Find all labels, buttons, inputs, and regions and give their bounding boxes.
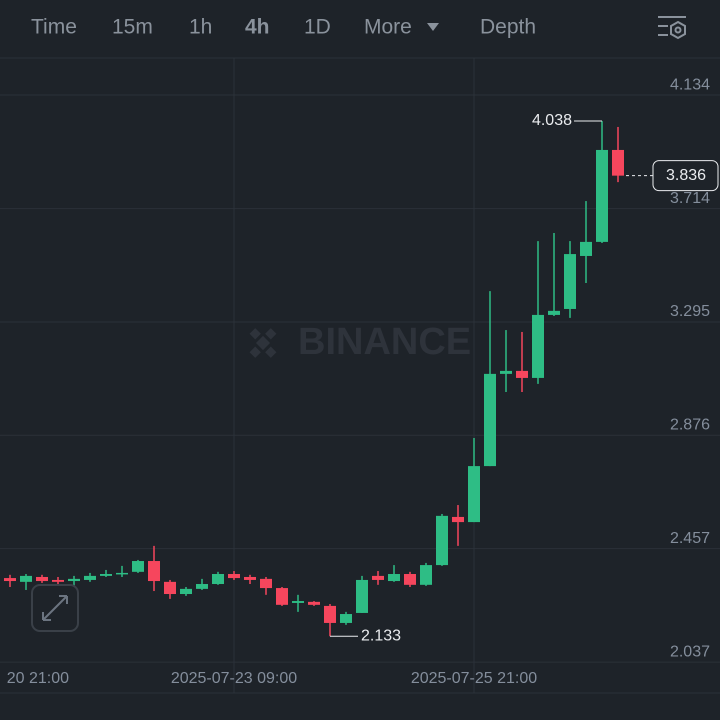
toolbar: Time 15m 1h 4h 1D More Depth bbox=[31, 16, 536, 39]
candle-body bbox=[596, 149, 608, 242]
x-tick-label: 2025-07-25 21:00 bbox=[411, 670, 537, 687]
candle-body bbox=[116, 572, 128, 575]
y-tick-label: 2.876 bbox=[670, 416, 710, 433]
toolbar-item[interactable]: 15m bbox=[112, 16, 153, 39]
high-label: 4.038 bbox=[532, 112, 572, 129]
candle-body bbox=[100, 574, 112, 576]
x-tick-label: 20 21:00 bbox=[7, 670, 69, 687]
candle-body bbox=[564, 254, 576, 309]
y-tick-label: 3.714 bbox=[670, 190, 710, 207]
candle-body bbox=[180, 588, 192, 595]
candle-body bbox=[196, 584, 208, 589]
last-price-tag bbox=[652, 160, 719, 192]
candle-body bbox=[484, 373, 496, 467]
candle-body bbox=[452, 516, 464, 523]
expand-button[interactable] bbox=[31, 584, 79, 632]
y-tick-label: 3.295 bbox=[670, 303, 710, 320]
candle-body bbox=[388, 574, 400, 582]
candle-body bbox=[276, 588, 288, 605]
more-caret[interactable] bbox=[427, 23, 439, 31]
candle-body bbox=[244, 576, 256, 580]
toolbar-item[interactable]: Time bbox=[31, 16, 77, 39]
candle-body bbox=[516, 370, 528, 378]
toolbar-item[interactable]: More bbox=[364, 16, 412, 39]
candle-body bbox=[500, 370, 512, 374]
candle-body bbox=[36, 576, 48, 582]
watermark-text: BINANCE bbox=[298, 321, 471, 363]
toolbar-item[interactable]: 1D bbox=[304, 16, 331, 39]
low-label: 2.133 bbox=[361, 627, 401, 644]
candle-body bbox=[612, 149, 624, 176]
candle-body bbox=[260, 578, 272, 589]
candle-body bbox=[292, 601, 304, 603]
candle-body bbox=[68, 578, 80, 582]
candle-body bbox=[532, 314, 544, 378]
candle-body bbox=[324, 605, 336, 623]
candle-body bbox=[164, 581, 176, 595]
candle-body bbox=[148, 561, 160, 582]
plot: 2.037 2.457 2.876 3.295 3.714 4.134 20 21:00 20… bbox=[0, 58, 720, 693]
candle-body bbox=[372, 575, 384, 580]
toolbar-item[interactable]: Depth bbox=[480, 16, 536, 39]
settings-icon[interactable] bbox=[658, 16, 686, 40]
candle-body bbox=[132, 561, 144, 572]
candle-body bbox=[340, 614, 352, 623]
candle-body bbox=[580, 241, 592, 256]
y-tick-label: 2.457 bbox=[670, 530, 710, 547]
candle-body bbox=[420, 565, 432, 585]
candle-body bbox=[468, 466, 480, 523]
candle-body bbox=[84, 575, 96, 580]
candle-body bbox=[52, 579, 64, 582]
candle-body bbox=[212, 574, 224, 585]
candle-body bbox=[404, 574, 416, 585]
candle-body bbox=[548, 310, 560, 315]
last-price-label: 3.836 bbox=[666, 167, 706, 184]
x-tick-label: 2025-07-23 09:00 bbox=[171, 670, 297, 687]
y-tick-label: 2.037 bbox=[670, 643, 710, 660]
candle-body bbox=[4, 578, 16, 582]
y-tick-label: 4.134 bbox=[670, 76, 710, 93]
candle-body bbox=[308, 601, 320, 605]
candle-body bbox=[356, 579, 368, 613]
candle-body bbox=[20, 575, 32, 582]
candle-body bbox=[436, 515, 448, 566]
toolbar-item[interactable]: 1h bbox=[189, 16, 212, 39]
watermark: BINANCE bbox=[249, 321, 471, 363]
candle-body bbox=[228, 574, 240, 579]
toolbar-item[interactable]: 4h bbox=[245, 16, 270, 39]
